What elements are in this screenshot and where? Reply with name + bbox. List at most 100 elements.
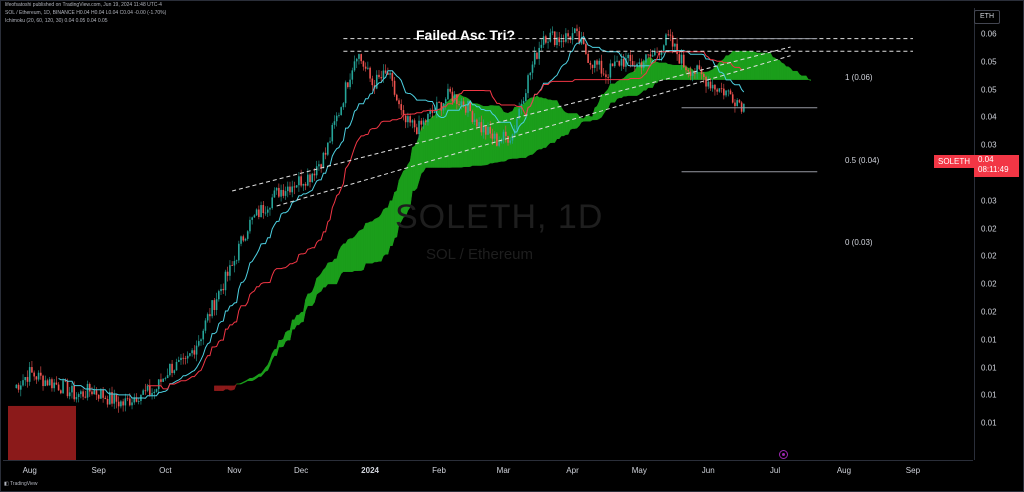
candle-body bbox=[115, 394, 118, 402]
candle-body bbox=[720, 88, 723, 90]
candle-body bbox=[215, 299, 218, 311]
time-tick-label: Jul bbox=[769, 466, 781, 475]
candle-body bbox=[382, 70, 385, 79]
candle-body bbox=[311, 173, 314, 183]
cloud-segment bbox=[274, 348, 277, 356]
time-tick-label: Dec bbox=[293, 466, 309, 475]
cloud-segment bbox=[543, 98, 547, 148]
candle-body bbox=[424, 120, 427, 123]
price-tick-label: 0.04 bbox=[981, 112, 997, 122]
candle-body bbox=[654, 51, 656, 56]
cloud-segment bbox=[630, 71, 633, 96]
candle-body bbox=[416, 127, 418, 135]
candle-body bbox=[636, 63, 638, 67]
time-tick-label: Aug bbox=[836, 466, 852, 475]
candle-body bbox=[516, 118, 518, 130]
candle-body bbox=[258, 209, 260, 218]
cloud-segment bbox=[385, 207, 389, 255]
candle-body bbox=[438, 102, 440, 103]
price-axis[interactable]: 0.060.050.050.040.030.030.030.020.020.02… bbox=[974, 8, 1024, 460]
candle-body bbox=[371, 78, 374, 86]
cloud-segment bbox=[418, 128, 422, 181]
candle-body bbox=[531, 64, 534, 73]
cloud-segment bbox=[449, 97, 453, 168]
time-tick-label: Apr bbox=[566, 466, 579, 475]
plot-area[interactable] bbox=[3, 8, 973, 460]
candle-body bbox=[582, 38, 585, 45]
cloud-segment bbox=[474, 103, 478, 166]
candle-body bbox=[493, 133, 496, 139]
cloud-segment bbox=[358, 229, 362, 271]
cloud-segment bbox=[360, 228, 364, 271]
cloud-segment bbox=[476, 103, 480, 166]
candle-body bbox=[182, 357, 185, 359]
candle-body bbox=[102, 390, 104, 398]
candle-body bbox=[351, 70, 354, 80]
cloud-segment bbox=[323, 267, 326, 288]
cloud-segment bbox=[627, 72, 631, 96]
candle-body bbox=[538, 47, 540, 59]
cloud-segment bbox=[498, 105, 502, 163]
cloud-segment bbox=[734, 50, 738, 80]
indicator-legend[interactable]: Ichimoku (20, 60, 120, 30) 0.04 0.05 0.0… bbox=[5, 18, 108, 24]
time-axis[interactable]: Aug Sep Oct Nov Dec 2024 Feb Mar Apr May Jun Jul Aug… bbox=[3, 460, 973, 481]
candle-body bbox=[484, 126, 487, 135]
cloud-segment bbox=[794, 70, 798, 80]
candle-body bbox=[723, 88, 725, 96]
price-chart[interactable] bbox=[3, 8, 973, 460]
candle-body bbox=[642, 62, 645, 69]
candle-body bbox=[117, 401, 120, 407]
candle-body bbox=[175, 361, 178, 371]
candle-body bbox=[155, 389, 158, 392]
candle-body bbox=[593, 60, 596, 68]
cloud-segment bbox=[334, 258, 337, 285]
cloud-segment bbox=[369, 221, 373, 264]
cloud-segment bbox=[679, 64, 682, 80]
candle-body bbox=[667, 34, 670, 36]
candle-body bbox=[651, 55, 654, 57]
candle-body bbox=[40, 372, 42, 376]
ascending-trendline bbox=[232, 46, 791, 192]
candle-body bbox=[306, 174, 309, 186]
candle-body bbox=[71, 385, 73, 393]
candle-body bbox=[286, 186, 289, 192]
symbol-legend[interactable]: SOL / Ethereum, 1D, BINANCE H0.04 H0.04 … bbox=[5, 10, 167, 16]
candle-body bbox=[106, 398, 109, 405]
candle-body bbox=[200, 339, 202, 342]
cloud-segment bbox=[645, 57, 649, 91]
cloud-segment bbox=[661, 62, 665, 80]
chart-title: Failed Asc Tri? bbox=[416, 27, 516, 43]
candle-body bbox=[629, 54, 632, 62]
candle-body bbox=[344, 82, 347, 104]
cloud-segment bbox=[234, 383, 237, 390]
cloud-segment bbox=[285, 330, 289, 342]
candle-body bbox=[84, 396, 87, 398]
candle-body bbox=[487, 127, 489, 135]
candle-body bbox=[647, 54, 649, 56]
candle-body bbox=[364, 66, 367, 69]
cloud-segment bbox=[636, 65, 640, 97]
candle-body bbox=[738, 100, 741, 103]
candle-body bbox=[226, 271, 229, 276]
cloud-segment bbox=[216, 385, 220, 391]
candle-body bbox=[671, 35, 674, 47]
cloud-segment bbox=[309, 291, 313, 306]
cloud-segment bbox=[756, 52, 760, 80]
candle-body bbox=[533, 52, 536, 65]
candle-body bbox=[91, 391, 93, 395]
currency-unit[interactable]: ETH bbox=[974, 10, 1000, 24]
cloud-segment bbox=[327, 262, 331, 285]
candle-body bbox=[313, 173, 316, 176]
candle-body bbox=[197, 341, 200, 346]
cloud-segment bbox=[570, 113, 573, 130]
cloud-segment bbox=[805, 75, 809, 80]
cloud-segment bbox=[447, 98, 451, 168]
cloud-segment bbox=[363, 223, 366, 270]
cloud-segment bbox=[779, 59, 782, 80]
candle-body bbox=[204, 320, 207, 331]
candle-body bbox=[714, 84, 716, 90]
candle-body bbox=[162, 378, 164, 382]
event-marker-icon[interactable] bbox=[779, 450, 788, 459]
candle-body bbox=[166, 375, 169, 379]
candle-body bbox=[718, 88, 721, 92]
